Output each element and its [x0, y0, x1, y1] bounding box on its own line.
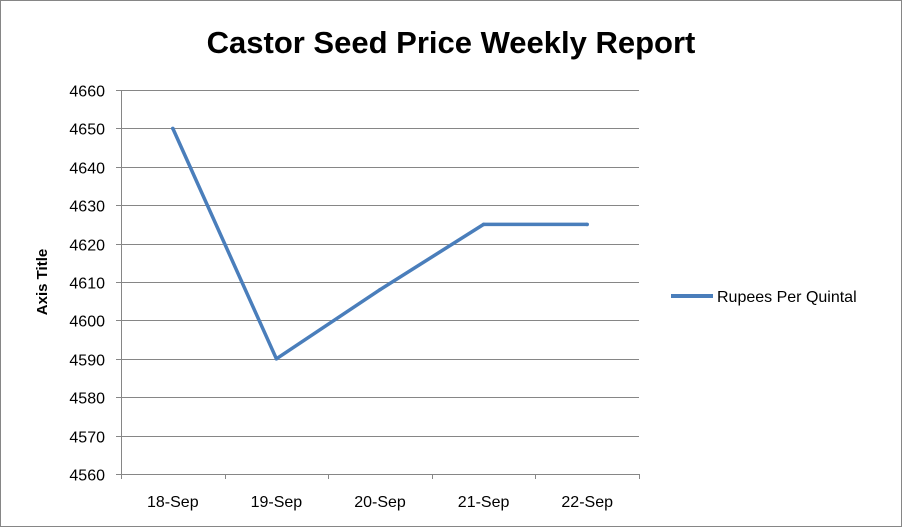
y-tick-label-4560: 4560	[69, 468, 105, 485]
series-line-0	[171, 127, 588, 361]
y-tick-label-4590: 4590	[69, 353, 105, 370]
x-axis-tick-labels: 18-Sep 19-Sep 20-Sep 21-Sep 22-Sep	[147, 494, 613, 511]
y-tick-label-4580: 4580	[69, 391, 105, 408]
x-tick-label-21-Sep: 21-Sep	[458, 494, 510, 511]
y-tick-label-4630: 4630	[69, 199, 105, 216]
y-tick-label-4600: 4600	[69, 314, 105, 331]
series-lines	[171, 126, 589, 361]
legend-label-rupees-per-quintal: Rupees Per Quintal	[717, 289, 857, 306]
chart-title: Castor Seed Price Weekly Report	[207, 25, 696, 60]
data-point-0-1	[274, 357, 279, 361]
y-tick-label-4640: 4640	[69, 161, 105, 178]
x-tick-label-18-Sep: 18-Sep	[147, 494, 199, 511]
x-tick-label-19-Sep: 19-Sep	[251, 494, 303, 511]
y-tick-label-4610: 4610	[69, 276, 105, 293]
axes	[116, 90, 640, 479]
x-tick-label-20-Sep: 20-Sep	[354, 494, 406, 511]
legend: Rupees Per Quintal	[671, 289, 857, 306]
data-point-0-4	[585, 222, 589, 227]
y-tick-label-4570: 4570	[69, 430, 105, 447]
gridlines	[116, 90, 639, 475]
data-point-0-2	[378, 287, 382, 292]
y-tick-label-4650: 4650	[69, 122, 105, 139]
y-axis-tick-labels: 4560 4570 4580 4590 4600 4610 4620 4630 4640 4650…	[69, 84, 105, 485]
y-tick-label-4660: 4660	[69, 84, 105, 101]
y-axis-title: Axis Title	[34, 249, 51, 315]
data-point-0-0	[171, 126, 175, 131]
x-tick-label-22-Sep: 22-Sep	[561, 494, 613, 511]
data-point-0-3	[481, 222, 486, 227]
y-tick-label-4620: 4620	[69, 238, 105, 255]
